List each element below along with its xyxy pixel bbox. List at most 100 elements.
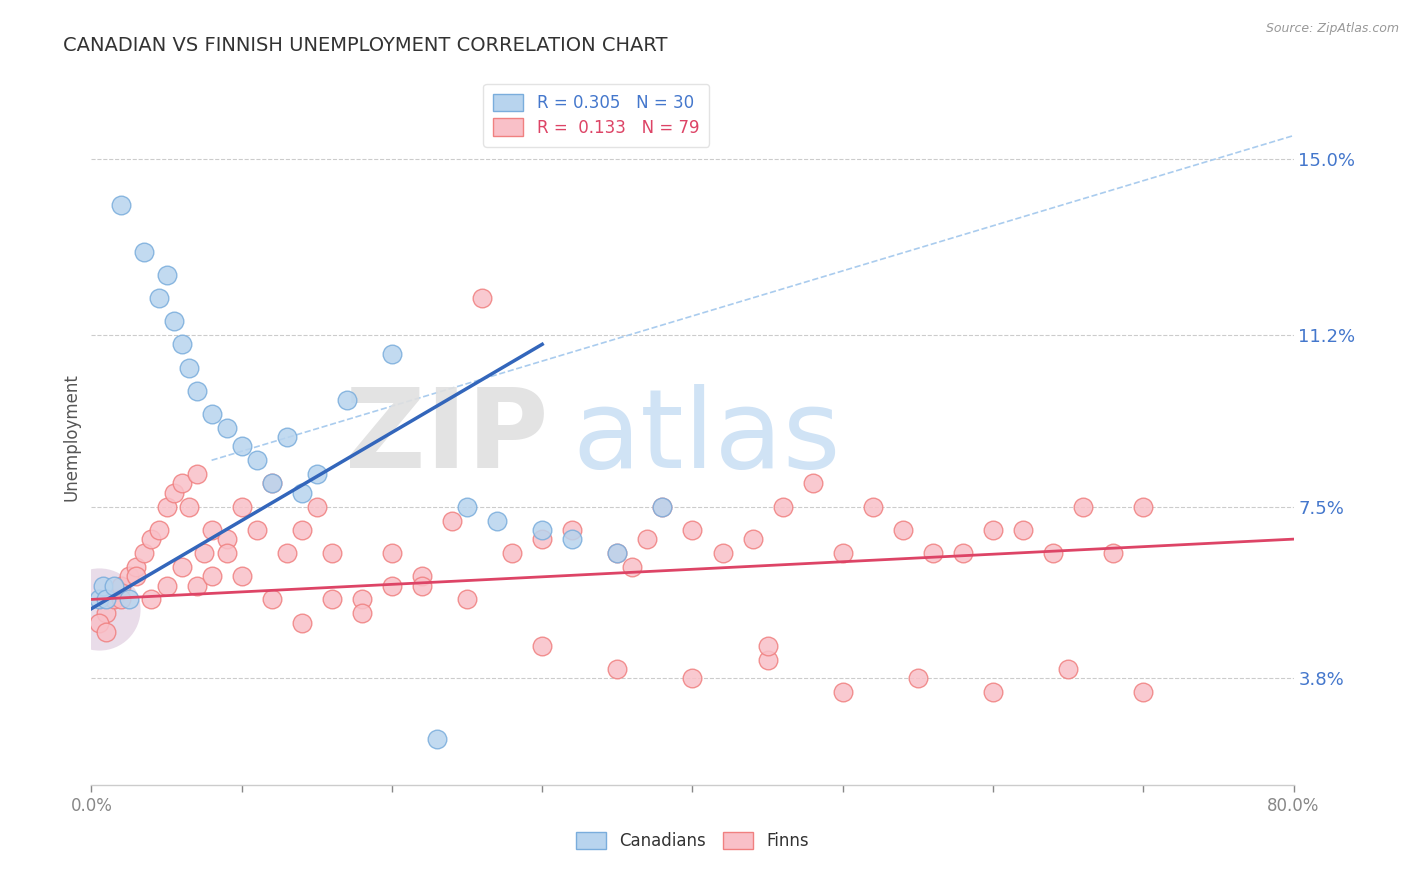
Point [93, 578, 115, 592]
Point [260, 476, 283, 491]
Point [411, 578, 433, 592]
Point [891, 523, 914, 537]
Point [170, 337, 193, 351]
Point [606, 546, 628, 560]
Point [148, 291, 170, 305]
Point [177, 360, 200, 375]
Point [215, 532, 238, 546]
Point [186, 578, 208, 592]
Point [681, 523, 703, 537]
Point [981, 685, 1004, 699]
Point [96, 592, 118, 607]
Point [711, 546, 734, 560]
Legend: Canadians, Finns: Canadians, Finns [569, 825, 815, 856]
Point [260, 476, 283, 491]
Point [291, 485, 314, 500]
Point [321, 592, 343, 607]
Point [110, 578, 132, 592]
Point [103, 578, 125, 592]
Point [651, 500, 673, 514]
Point [381, 346, 404, 360]
Point [952, 546, 974, 560]
Point [831, 685, 853, 699]
Point [531, 523, 554, 537]
Point [103, 592, 125, 607]
Point [148, 523, 170, 537]
Point [110, 198, 132, 212]
Point [1071, 500, 1094, 514]
Point [772, 500, 794, 514]
Point [231, 500, 253, 514]
Point [141, 532, 163, 546]
Point [501, 546, 523, 560]
Point [170, 476, 193, 491]
Point [201, 407, 224, 421]
Point [441, 514, 464, 528]
Text: ZIP: ZIP [344, 384, 548, 491]
Point [155, 578, 177, 592]
Point [1012, 523, 1035, 537]
Point [636, 532, 658, 546]
Point [606, 546, 628, 560]
Point [621, 560, 644, 574]
Point [246, 523, 269, 537]
Point [756, 639, 779, 653]
Point [350, 592, 373, 607]
Point [186, 467, 208, 482]
Point [651, 500, 673, 514]
Point [741, 532, 763, 546]
Point [186, 384, 208, 398]
Text: CANADIAN VS FINNISH UNEMPLOYMENT CORRELATION CHART: CANADIAN VS FINNISH UNEMPLOYMENT CORRELA… [63, 36, 668, 54]
Point [381, 578, 404, 592]
Point [155, 268, 177, 282]
Point [801, 476, 824, 491]
Point [336, 392, 359, 407]
Point [201, 569, 224, 583]
Point [177, 500, 200, 514]
Point [291, 615, 314, 630]
Point [831, 546, 853, 560]
Point [170, 560, 193, 574]
Point [125, 569, 148, 583]
Point [561, 523, 583, 537]
Point [201, 523, 224, 537]
Y-axis label: Unemployment: Unemployment [62, 373, 80, 501]
Point [276, 430, 298, 444]
Point [163, 485, 186, 500]
Point [350, 607, 373, 621]
Point [87, 592, 110, 607]
Point [291, 523, 314, 537]
Text: Source: ZipAtlas.com: Source: ZipAtlas.com [1265, 22, 1399, 36]
Point [87, 601, 110, 615]
Point [260, 592, 283, 607]
Point [231, 569, 253, 583]
Point [1132, 500, 1154, 514]
Point [141, 592, 163, 607]
Point [561, 532, 583, 546]
Point [215, 421, 238, 435]
Point [246, 453, 269, 467]
Point [110, 592, 132, 607]
Point [215, 546, 238, 560]
Point [907, 671, 929, 685]
Text: atlas: atlas [572, 384, 841, 491]
Point [321, 546, 343, 560]
Point [486, 514, 509, 528]
Point [125, 560, 148, 574]
Point [96, 607, 118, 621]
Point [132, 546, 155, 560]
Point [96, 624, 118, 639]
Point [381, 546, 404, 560]
Point [193, 546, 215, 560]
Point [471, 291, 494, 305]
Point [1042, 546, 1064, 560]
Point [87, 615, 110, 630]
Point [155, 500, 177, 514]
Point [531, 639, 554, 653]
Point [1102, 546, 1125, 560]
Point [118, 592, 141, 607]
Point [1132, 685, 1154, 699]
Point [305, 467, 328, 482]
Point [1057, 662, 1080, 676]
Point [163, 314, 186, 328]
